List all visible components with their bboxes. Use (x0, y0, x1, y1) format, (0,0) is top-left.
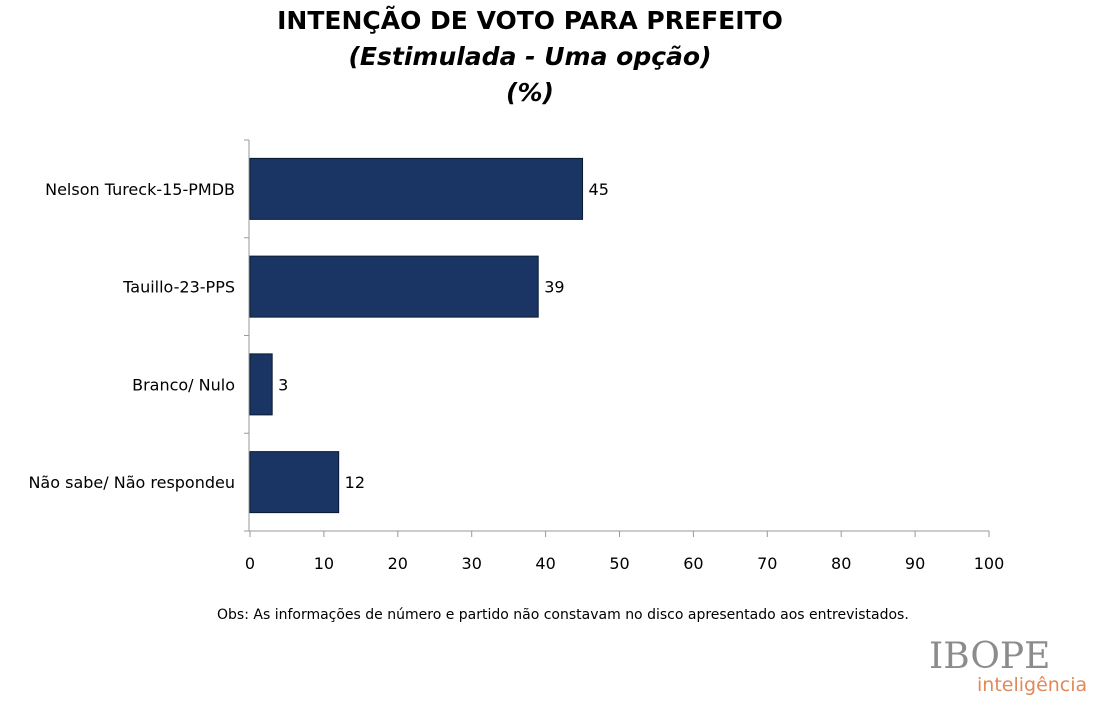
x-tick-label: 20 (388, 554, 408, 573)
bar (249, 255, 539, 318)
chart-unit-label: (%) (506, 78, 554, 107)
footnote: Obs: As informações de número e partido … (217, 607, 909, 623)
chart-subtitle: (Estimulada - Uma opção) (348, 42, 712, 71)
x-tick-label: 30 (462, 554, 482, 573)
ibope-logo-tagline: inteligência (977, 674, 1088, 696)
category-label: Branco/ Nulo (132, 375, 235, 394)
category-label: Nelson Tureck-15-PMDB (45, 180, 235, 199)
x-tick-label: 40 (535, 554, 555, 573)
bar (249, 451, 340, 514)
x-tick-label: 100 (974, 554, 1005, 573)
category-label: Tauillo-23-PPS (122, 278, 235, 297)
bar-chart: 0 10 20 30 40 50 60 70 80 90 100 45 Nelson Tureck-15… (28, 139, 1005, 573)
data-label: 45 (589, 180, 609, 199)
ibope-logo: IBOPE (929, 636, 1051, 677)
x-tick-label: 60 (683, 554, 703, 573)
x-tick-label: 50 (609, 554, 629, 573)
x-tick-label: 70 (757, 554, 777, 573)
x-tick-label: 0 (245, 554, 255, 573)
data-label: 12 (345, 473, 365, 492)
data-label: 39 (544, 278, 564, 297)
chart-title: INTENÇÃO DE VOTO PARA PREFEITO (277, 6, 783, 35)
x-tick-label: 90 (905, 554, 925, 573)
x-tick-label: 10 (314, 554, 334, 573)
category-label: Não sabe/ Não respondeu (28, 473, 235, 492)
bar (249, 157, 584, 220)
bar (249, 353, 273, 416)
x-tick-label: 80 (831, 554, 851, 573)
data-label: 3 (278, 375, 288, 394)
